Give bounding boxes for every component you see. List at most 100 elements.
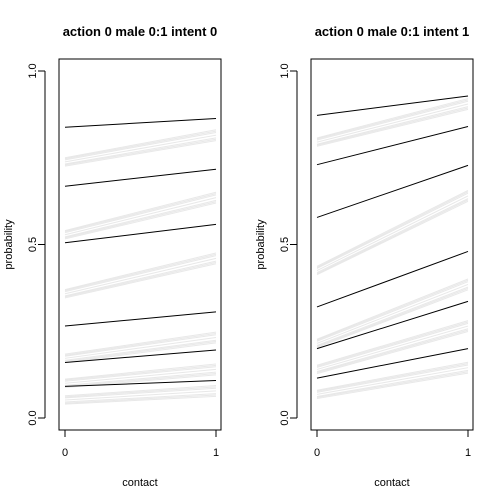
- series-line: [316, 164, 469, 218]
- x-tick-label: 0: [62, 447, 68, 459]
- faint-series-line: [316, 286, 469, 346]
- faint-series-line: [64, 341, 217, 362]
- faint-series-line: [316, 195, 469, 271]
- panel-title: action 0 male 0:1 intent 1: [315, 24, 470, 39]
- faint-series-line: [316, 287, 469, 347]
- faint-series-line: [316, 321, 469, 367]
- faint-series-line: [64, 260, 217, 297]
- faint-series-line: [316, 279, 469, 341]
- faint-series-group: [64, 129, 217, 405]
- faint-series-line: [64, 395, 217, 405]
- faint-series-line: [316, 320, 469, 366]
- y-axis-label: probability: [3, 219, 15, 270]
- y-tick-label: 0.0: [279, 410, 291, 425]
- faint-series-line: [64, 138, 217, 166]
- series-line: [64, 349, 217, 363]
- y-axis: 0.0 0.5 1.0: [27, 63, 46, 426]
- faint-series-line: [64, 261, 217, 298]
- faint-series-line: [64, 393, 217, 403]
- faint-series-line: [316, 99, 469, 140]
- faint-series-line: [64, 257, 217, 295]
- faint-series-line: [64, 255, 217, 293]
- faint-series-line: [316, 100, 469, 141]
- series-line: [64, 380, 217, 387]
- faint-series-line: [64, 197, 217, 236]
- faint-series-line: [316, 198, 469, 274]
- series-group: [64, 118, 217, 387]
- faint-series-group: [316, 98, 469, 400]
- faint-series-line: [316, 106, 469, 145]
- x-axis-label: contact: [374, 477, 409, 489]
- y-axis-label: probability: [255, 219, 267, 270]
- faint-series-line: [64, 372, 217, 387]
- faint-series-line: [64, 368, 217, 384]
- faint-series-line: [316, 330, 469, 375]
- faint-series-line: [316, 191, 469, 268]
- faint-series-line: [64, 366, 217, 382]
- faint-series-line: [316, 329, 469, 374]
- faint-series-line: [316, 103, 469, 143]
- panel-title: action 0 male 0:1 intent 0: [63, 24, 218, 39]
- faint-series-line: [316, 325, 469, 370]
- faint-series-line: [316, 371, 469, 399]
- faint-series-line: [64, 193, 217, 233]
- panel-intent-1: action 0 male 0:1 intent 1 0.0 0.5 1.0 0…: [255, 24, 474, 489]
- series-line: [64, 168, 217, 187]
- faint-series-line: [64, 332, 217, 356]
- faint-series-line: [316, 328, 469, 372]
- faint-series-line: [64, 253, 217, 292]
- faint-series-line: [64, 191, 217, 232]
- y-tick-label: 0.5: [27, 237, 39, 252]
- faint-series-line: [64, 337, 217, 359]
- faint-series-line: [316, 369, 469, 397]
- faint-series-line: [64, 201, 217, 239]
- faint-series-line: [64, 371, 217, 386]
- faint-series-line: [316, 283, 469, 344]
- faint-series-line: [64, 130, 217, 160]
- faint-series-line: [64, 331, 217, 355]
- faint-series-line: [316, 200, 469, 276]
- series-line: [316, 250, 469, 308]
- faint-series-line: [316, 107, 469, 146]
- x-tick-label: 1: [213, 447, 219, 459]
- faint-series-line: [316, 289, 469, 349]
- series-group: [316, 95, 469, 379]
- faint-series-line: [64, 334, 217, 357]
- faint-series-line: [64, 137, 217, 165]
- faint-series-line: [64, 342, 217, 363]
- series-line: [316, 126, 469, 166]
- faint-series-line: [64, 386, 217, 398]
- faint-series-line: [64, 390, 217, 401]
- series-line: [64, 311, 217, 327]
- panel-intent-0: action 0 male 0:1 intent 0 0.0 0.5 1.0 0…: [3, 24, 222, 489]
- x-axis-label: contact: [122, 477, 157, 489]
- y-tick-label: 0.5: [279, 237, 291, 252]
- faint-series-line: [316, 372, 469, 400]
- faint-series-line: [64, 252, 217, 291]
- y-tick-label: 1.0: [27, 63, 39, 78]
- x-tick-label: 0: [314, 447, 320, 459]
- faint-series-line: [316, 108, 469, 147]
- faint-series-line: [316, 361, 469, 391]
- series-line: [64, 118, 217, 128]
- faint-series-line: [64, 131, 217, 161]
- x-tick-label: 1: [465, 447, 471, 459]
- faint-series-line: [316, 199, 469, 275]
- y-tick-label: 1.0: [279, 63, 291, 78]
- series-line: [316, 348, 469, 379]
- faint-series-line: [316, 192, 469, 269]
- x-axis: 0 1: [314, 429, 471, 459]
- faint-series-line: [64, 194, 217, 234]
- series-line: [316, 300, 469, 350]
- faint-series-line: [316, 281, 469, 342]
- faint-series-line: [316, 322, 469, 368]
- series-line: [64, 223, 217, 244]
- x-axis: 0 1: [62, 429, 219, 459]
- faint-series-line: [316, 98, 469, 139]
- faint-series-line: [64, 263, 217, 299]
- y-axis: 0.0 0.5 1.0: [279, 63, 298, 426]
- faint-series-line: [316, 278, 469, 340]
- faint-series-line: [316, 190, 469, 267]
- faint-series-line: [64, 394, 217, 404]
